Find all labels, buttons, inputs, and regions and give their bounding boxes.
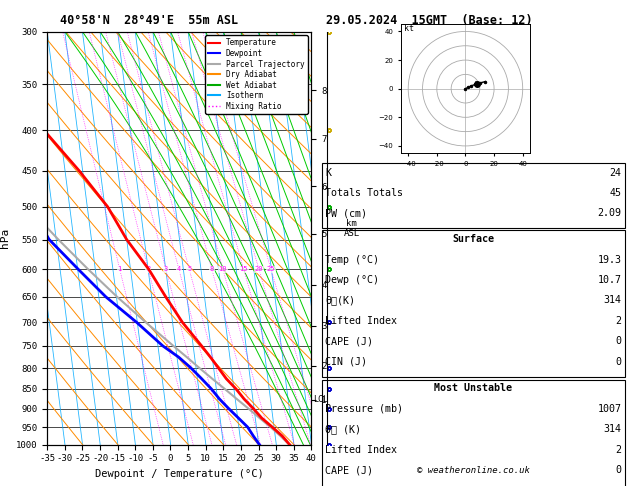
Y-axis label: hPa: hPa xyxy=(1,228,11,248)
Text: 25: 25 xyxy=(267,266,276,273)
Text: 314: 314 xyxy=(603,424,621,434)
Text: Pressure (mb): Pressure (mb) xyxy=(325,404,403,414)
Text: 1007: 1007 xyxy=(598,404,621,414)
Y-axis label: km
ASL: km ASL xyxy=(343,219,360,238)
Text: 3: 3 xyxy=(164,266,168,273)
Text: © weatheronline.co.uk: © weatheronline.co.uk xyxy=(417,466,530,475)
Text: 15: 15 xyxy=(240,266,248,273)
Text: 4: 4 xyxy=(177,266,181,273)
Text: 10: 10 xyxy=(219,266,227,273)
Text: CAPE (J): CAPE (J) xyxy=(325,336,373,347)
Text: 45: 45 xyxy=(610,188,621,198)
Text: 20: 20 xyxy=(255,266,263,273)
Text: 0: 0 xyxy=(615,465,621,475)
Text: kt: kt xyxy=(404,24,414,34)
Text: 19.3: 19.3 xyxy=(598,255,621,265)
Text: 8: 8 xyxy=(209,266,214,273)
Text: K: K xyxy=(325,168,331,178)
Text: 1: 1 xyxy=(118,266,122,273)
Text: 2: 2 xyxy=(615,445,621,455)
Text: 0: 0 xyxy=(615,357,621,367)
Text: 10.7: 10.7 xyxy=(598,275,621,285)
Text: 24: 24 xyxy=(610,168,621,178)
Text: θᴄ(K): θᴄ(K) xyxy=(325,295,355,306)
Text: Totals Totals: Totals Totals xyxy=(325,188,403,198)
Text: θᴄ (K): θᴄ (K) xyxy=(325,424,361,434)
Text: Temp (°C): Temp (°C) xyxy=(325,255,379,265)
Text: LCL: LCL xyxy=(313,395,328,404)
Text: Most Unstable: Most Unstable xyxy=(434,383,513,394)
Text: 2.09: 2.09 xyxy=(598,208,621,219)
Text: CIN (J): CIN (J) xyxy=(325,357,367,367)
Text: Surface: Surface xyxy=(452,234,494,244)
Text: 0: 0 xyxy=(615,336,621,347)
X-axis label: Dewpoint / Temperature (°C): Dewpoint / Temperature (°C) xyxy=(95,469,264,479)
Text: 314: 314 xyxy=(603,295,621,306)
Text: Dewp (°C): Dewp (°C) xyxy=(325,275,379,285)
Text: CAPE (J): CAPE (J) xyxy=(325,465,373,475)
Text: 29.05.2024  15GMT  (Base: 12): 29.05.2024 15GMT (Base: 12) xyxy=(326,14,532,27)
Text: PW (cm): PW (cm) xyxy=(325,208,367,219)
Text: 40°58'N  28°49'E  55m ASL: 40°58'N 28°49'E 55m ASL xyxy=(60,14,238,27)
Text: 5: 5 xyxy=(187,266,191,273)
Text: 2: 2 xyxy=(615,316,621,326)
Text: Lifted Index: Lifted Index xyxy=(325,316,397,326)
Legend: Temperature, Dewpoint, Parcel Trajectory, Dry Adiabat, Wet Adiabat, Isotherm, Mi: Temperature, Dewpoint, Parcel Trajectory… xyxy=(205,35,308,114)
Text: 2: 2 xyxy=(146,266,150,273)
Text: Lifted Index: Lifted Index xyxy=(325,445,397,455)
